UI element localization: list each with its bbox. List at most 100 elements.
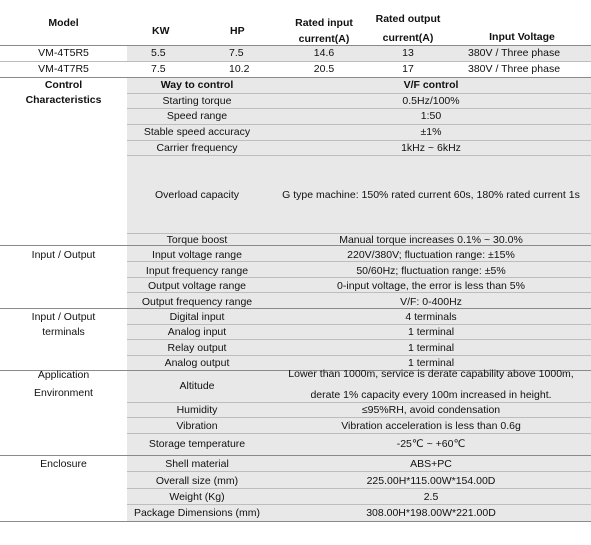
section-control-line2: Characteristics [25,94,102,106]
section-input-output: Input / Output [31,249,96,261]
spec-value-humidity: ≤95%RH, avoid condensation [361,404,501,416]
model-2-hp: 10.2 [229,63,250,75]
spec-value-starting-torque: 0.5Hz/100% [402,95,460,107]
spec-value-speed-range: 1:50 [420,110,442,122]
header-hp: HP [230,25,245,37]
section-io-terminals-line2: terminals [42,326,85,338]
spec-label-speed-range: Speed range [166,110,228,122]
section-application-line1: Application [37,369,90,381]
spec-value-output-freq-range: V/F: 0-400Hz [400,296,462,308]
spec-value-output-voltage-range: 0-input voltage, the error is less than … [337,280,525,292]
header-kw: KW [152,25,170,37]
spec-label-torque-boost: Torque boost [166,234,228,246]
rule [0,370,591,371]
spec-label-starting-torque: Starting torque [162,95,232,107]
model-row-1-shade [127,46,591,61]
header-rated-input-line1: Rated input [295,17,353,29]
model-1-voltage: 380V / Three phase [468,47,561,59]
model-2-output: 17 [402,63,414,75]
spec-label-vibration: Vibration [176,420,218,432]
rule [0,45,591,46]
rule [127,233,591,234]
rule [127,471,591,472]
rule [0,308,591,309]
model-1-output: 13 [402,47,414,59]
spec-value-way-to-control: V/F control [403,79,459,91]
spec-label-carrier-frequency: Carrier frequency [156,142,238,154]
spec-value-altitude-line2: derate 1% capacity every 100m increased … [310,389,552,401]
model-1-hp: 7.5 [229,47,244,59]
spec-value-vibration: Vibration acceleration is less than 0.6g [341,420,521,432]
spec-label-weight: Weight (Kg) [169,491,225,503]
spec-value-carrier-frequency: 1kHz ~ 6kHz [401,142,461,154]
spec-value-shell-material: ABS+PC [410,458,452,470]
model-1-input: 14.6 [313,47,335,59]
model-2-kw: 7.5 [151,63,166,75]
spec-value-storage-temperature: -25℃ ~ +60℃ [396,438,466,450]
rule [127,355,591,356]
model-1-kw: 5.5 [151,47,166,59]
rule [0,455,591,456]
rule [0,61,591,62]
spec-label-storage-temperature: Storage temperature [148,438,246,450]
spec-value-stable-speed: ±1% [420,126,442,138]
spec-value-relay-output: 1 terminal [407,342,455,354]
section-io-terminals-line1: Input / Output [31,311,96,323]
section-application-line2: Environment [34,387,93,399]
rule [127,417,591,418]
rule [127,155,591,156]
spec-value-overload: G type machine: 150% rated current 60s, … [282,189,580,201]
model-2-name: VM-4T7R5 [38,63,89,75]
spec-label-output-voltage-range: Output voltage range [147,280,247,292]
rule [127,433,591,434]
spec-label-altitude: Altitude [179,380,215,392]
rule [127,504,591,505]
spec-label-shell-material: Shell material [165,458,229,470]
header-rated-output-line1: Rated output [375,13,441,25]
rule [127,124,591,125]
rule [127,93,591,94]
spec-value-input-voltage-range: 220V/380V; fluctuation range: ±15% [347,249,515,261]
rule [127,324,591,325]
rule [0,77,591,78]
spec-value-analog-output: 1 terminal [407,357,455,369]
section-control-line1: Control [44,79,83,91]
rule [127,277,591,278]
spec-value-input-freq-range: 50/60Hz; fluctuation range: ±5% [356,265,506,277]
spec-label-input-voltage-range: Input voltage range [152,249,242,261]
spec-label-analog-output: Analog output [164,357,230,369]
spec-label-way-to-control: Way to control [160,79,234,91]
rule [127,488,591,489]
spec-area-shade [127,78,591,521]
spec-label-package-dimensions: Package Dimensions (mm) [133,507,261,519]
spec-label-input-freq-range: Input frequency range [145,265,249,277]
spec-value-overall-size: 225.00H*115.00W*154.00D [366,475,496,487]
rule [0,521,591,522]
model-2-voltage: 380V / Three phase [468,63,561,75]
spec-value-torque-boost: Manual torque increases 0.1% ~ 30.0% [339,234,523,246]
spec-label-overload: Overload capacity [154,189,240,201]
rule [127,140,591,141]
spec-label-digital-input: Digital input [169,311,225,323]
spec-value-analog-input: 1 terminal [407,326,455,338]
header-rated-input-line2: current(A) [298,33,350,45]
rule [127,261,591,262]
spec-label-humidity: Humidity [176,404,218,416]
rule [127,402,591,403]
spec-label-stable-speed: Stable speed accuracy [143,126,251,138]
spec-label-output-freq-range: Output frequency range [141,296,253,308]
header-input-voltage: Input Voltage [489,31,555,43]
spec-value-weight: 2.5 [423,491,439,503]
spec-label-overall-size: Overall size (mm) [155,475,239,487]
spec-label-analog-input: Analog input [167,326,227,338]
rule [127,339,591,340]
header-rated-output-line2: current(A) [382,32,434,44]
rule [127,292,591,293]
spec-value-altitude-line1: Lower than 1000m, service is derate capa… [288,368,574,380]
model-2-input: 20.5 [313,63,335,75]
model-1-name: VM-4T5R5 [38,47,89,59]
spec-value-package-dimensions: 308.00H*198.00W*221.00D [366,507,496,519]
header-model: Model [48,17,79,29]
spec-value-digital-input: 4 terminals [405,311,457,323]
spec-label-relay-output: Relay output [167,342,227,354]
